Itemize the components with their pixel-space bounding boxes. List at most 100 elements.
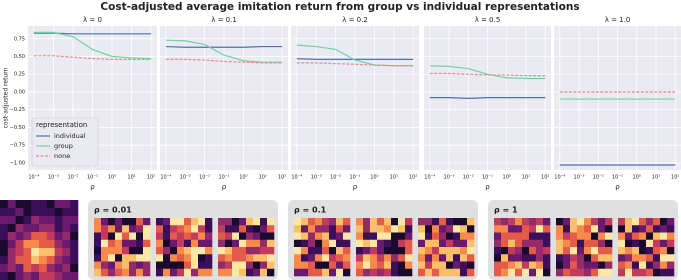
heatmap-image: [556, 218, 613, 277]
heatmap-cell: [398, 218, 406, 226]
heatmap-cell: [591, 247, 599, 255]
heatmap-cell: [23, 224, 32, 233]
heatmap-cell: [653, 232, 661, 241]
heatmap-cell: [363, 232, 371, 241]
heatmap-cell: [591, 239, 599, 248]
heatmap-cell: [439, 239, 447, 248]
heatmap-cell: [356, 261, 364, 270]
heatmap-cell: [556, 225, 564, 233]
heatmap-cell: [31, 248, 40, 257]
heatmap-cell: [439, 268, 447, 277]
heatmap-cell: [239, 239, 247, 248]
heatmap-cell: [246, 232, 254, 241]
heatmap-cell: [329, 239, 337, 248]
heatmap-cell: [315, 254, 323, 262]
heatmap-cell: [370, 261, 378, 270]
heatmap-cell: [384, 247, 392, 255]
heatmap-cell: [522, 239, 530, 248]
heatmap-cell: [39, 216, 48, 225]
heatmap-cell: [308, 232, 316, 241]
heatmap-cell: [543, 254, 551, 262]
heatmap-cell: [370, 225, 378, 233]
heatmap-cell: [115, 225, 123, 233]
heatmap-cell: [39, 232, 48, 241]
heatmap-cell: [205, 254, 213, 262]
heatmap-cell: [184, 239, 192, 248]
heatmap-cell: [460, 218, 468, 226]
heatmap-cell: [405, 218, 413, 226]
heatmap-cell: [529, 239, 537, 248]
heatmap-cell: [384, 254, 392, 262]
heatmap-cell: [198, 268, 206, 277]
heatmap-cell: [494, 232, 502, 241]
heatmap-cell: [598, 232, 606, 241]
heatmap-cell: [294, 254, 302, 262]
heatmap-cell: [122, 225, 130, 233]
heatmap-cell: [453, 268, 461, 277]
heatmap-cell: [543, 239, 551, 248]
heatmap-cell: [143, 247, 151, 255]
x-tick-label: 10⁻⁴: [554, 175, 565, 181]
heatmap-cell: [191, 239, 199, 248]
heatmap-cell: [253, 268, 261, 277]
heatmap-cell: [54, 200, 63, 209]
heatmap-cell: [156, 261, 164, 270]
heatmap-cell: [363, 268, 371, 277]
heatmap-cell: [31, 200, 40, 209]
heatmap-cell: [501, 247, 509, 255]
heatmap-cell: [646, 225, 654, 233]
heatmap-cell: [329, 232, 337, 241]
heatmap-cell: [467, 225, 475, 233]
x-axis-label: ρ: [485, 183, 490, 191]
heatmap-cell: [101, 261, 109, 270]
heatmap-cell: [108, 254, 116, 262]
heatmap-cell: [529, 225, 537, 233]
heatmap-image: [218, 218, 275, 277]
x-tick-label: 10⁰: [370, 175, 378, 181]
heatmap-cell: [267, 239, 275, 248]
heatmap-cell: [363, 218, 371, 226]
x-tick-label: 10⁻³: [180, 175, 191, 181]
heatmap-cell: [315, 247, 323, 255]
x-tick-label: 10⁻³: [444, 175, 455, 181]
heatmap-cell: [536, 232, 544, 241]
heatmap-cell: [515, 232, 523, 241]
heatmap-cell: [522, 225, 530, 233]
heatmap-cell: [253, 261, 261, 270]
series-line: [33, 55, 152, 60]
heatmap-cell: [191, 268, 199, 277]
x-tick-label: 10⁻⁴: [291, 175, 302, 181]
heatmap-cell: [370, 268, 378, 277]
heatmap-image: [294, 218, 351, 277]
series-line: [33, 32, 152, 35]
heatmap-cell: [232, 254, 240, 262]
heatmap-cell: [308, 268, 316, 277]
legend-label: none: [54, 152, 70, 160]
heatmap-cell: [501, 218, 509, 226]
heatmap-cell: [70, 248, 79, 257]
heatmap-cell: [225, 268, 233, 277]
heatmap-image: [356, 218, 413, 277]
heatmap-cell: [54, 256, 63, 265]
heatmap-cell: [556, 232, 564, 241]
heatmap-cell: [136, 261, 144, 270]
heatmap-cell: [460, 247, 468, 255]
x-axis-label: ρ: [222, 183, 227, 191]
heatmap-cell: [23, 200, 32, 209]
heatmap-cell: [31, 264, 40, 273]
heatmap-cell: [39, 240, 48, 249]
heatmap-cell: [170, 225, 178, 233]
heatmap-cell: [667, 239, 675, 248]
heatmap-cell: [218, 218, 226, 226]
heatmap-cell: [425, 268, 433, 277]
heatmap-cell: [363, 254, 371, 262]
heatmap-cell: [301, 261, 309, 270]
heatmap-cell: [618, 254, 626, 262]
heatmap-cell: [129, 268, 137, 277]
heatmap-cell: [391, 268, 399, 277]
x-tick-label: 10⁻⁴: [160, 175, 171, 181]
heatmap-cell: [343, 232, 351, 241]
heatmap-cell: [70, 256, 79, 265]
y-axis-label: cost-adjusted return: [3, 67, 10, 128]
heatmap-cell: [439, 261, 447, 270]
